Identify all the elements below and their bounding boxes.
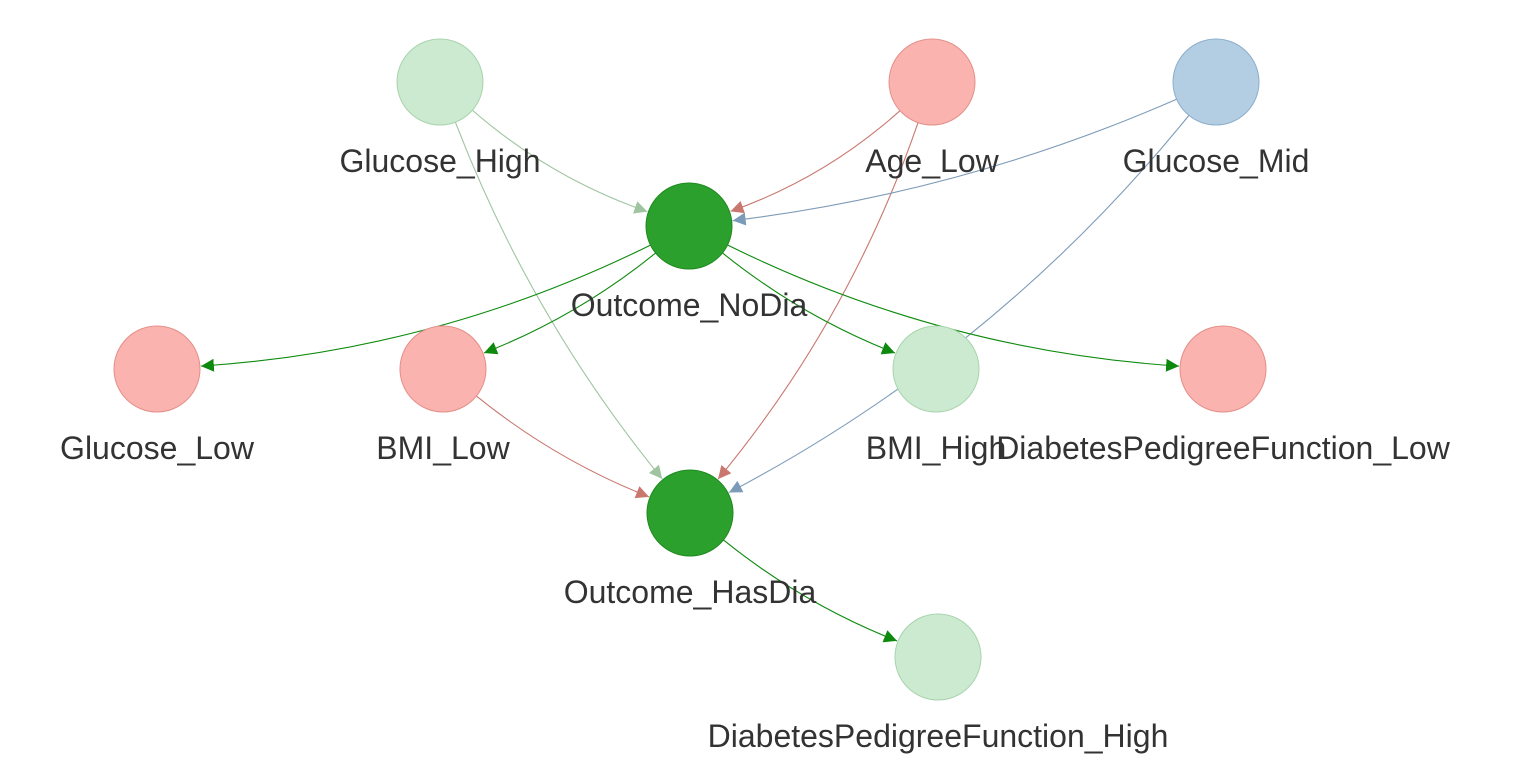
node-label-bmi-high: BMI_High: [866, 430, 1007, 466]
node-bmi-low[interactable]: [399, 325, 487, 413]
edge-age-low-to-outcome-hasdia: [717, 122, 919, 480]
node-glucose-high[interactable]: [396, 38, 484, 126]
edge-outcome-nodia-to-bmi-low: [483, 252, 656, 355]
node-glucose-mid[interactable]: [1172, 38, 1260, 126]
node-diabetespedigreefunction-high[interactable]: [894, 613, 982, 701]
node-label-bmi-low: BMI_Low: [376, 430, 510, 466]
node-label-diabetespedigreefunction-low: DiabetesPedigreeFunction_Low: [996, 430, 1451, 466]
node-glucose-low[interactable]: [113, 325, 201, 413]
edge-age-low-to-outcome-nodia: [730, 110, 901, 214]
node-outcome-hasdia[interactable]: [646, 469, 734, 557]
node-label-glucose-mid: Glucose_Mid: [1123, 143, 1310, 179]
node-label-glucose-low: Glucose_Low: [60, 430, 255, 466]
edge-glucose-mid-to-outcome-nodia: [732, 98, 1177, 226]
node-label-outcome-nodia: Outcome_NoDia: [571, 287, 808, 323]
node-bmi-high[interactable]: [892, 325, 980, 413]
labels-layer: Glucose_High Age_Low Glucose_Mid Outcome_No…: [60, 143, 1451, 754]
edge-glucose-high-to-outcome-nodia: [472, 109, 648, 214]
node-label-glucose-high: Glucose_High: [340, 143, 541, 179]
edges-layer: [200, 98, 1190, 643]
node-diabetespedigreefunction-low[interactable]: [1179, 325, 1267, 413]
nodes-layer: [113, 38, 1267, 701]
edge-glucose-high-to-outcome-hasdia: [454, 121, 663, 480]
edge-bmi-low-to-outcome-hasdia: [476, 395, 650, 499]
edge-outcome-nodia-to-bmi-high: [722, 252, 896, 355]
edge-glucose-mid-to-outcome-hasdia: [728, 115, 1190, 494]
node-label-outcome-hasdia: Outcome_HasDia: [564, 574, 817, 610]
edge-outcome-hasdia-to-diabetespedigreefunction-high: [723, 539, 898, 643]
node-label-age-low: Age_Low: [865, 143, 999, 179]
node-outcome-nodia[interactable]: [645, 182, 733, 270]
node-label-diabetespedigreefunction-high: DiabetesPedigreeFunction_High: [708, 718, 1169, 754]
node-age-low[interactable]: [888, 38, 976, 126]
